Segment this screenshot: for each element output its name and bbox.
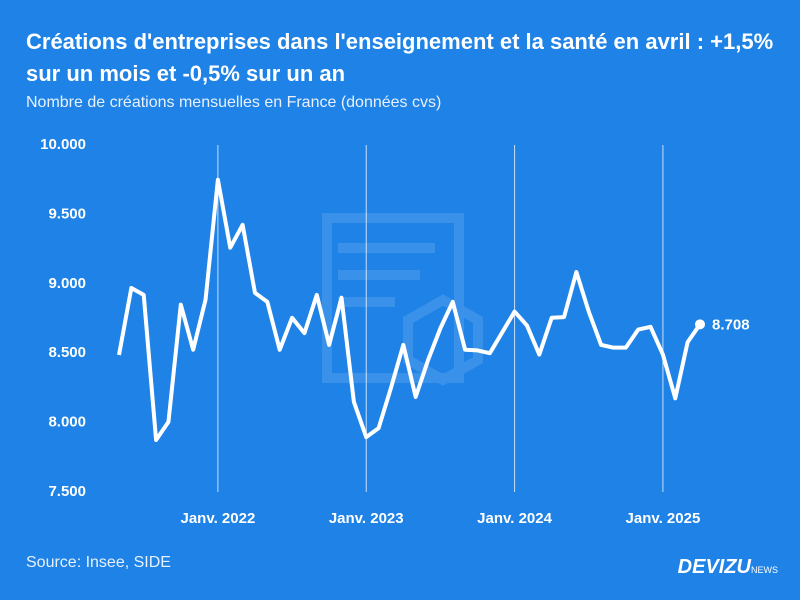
brand: DEVIZUNEWS [678,556,778,579]
x-tick-label: Janv. 2024 [477,510,552,527]
source: Source: Insee, SIDE [26,554,171,571]
y-tick-label: 8.000 [48,414,86,431]
value-label: 8.708 [712,316,750,333]
end-point [695,319,705,330]
x-tick-label: Janv. 2023 [329,510,404,527]
y-tick-label: 8.500 [48,344,86,361]
brand-suffix: NEWS [751,565,778,575]
y-tick-label: 10.000 [40,136,86,153]
x-tick-label: Janv. 2022 [181,510,256,527]
y-tick-label: 7.500 [48,483,86,500]
y-tick-label: 9.000 [48,275,86,292]
x-tick-label: Janv. 2025 [626,510,701,527]
brand-name: DEVIZU [677,556,751,578]
chart-title: Créations d'entreprises dans l'enseignem… [26,29,774,86]
chart-subtitle: Nombre de créations mensuelles en France… [26,94,442,111]
y-tick-label: 9.500 [48,205,86,222]
line [117,177,702,442]
